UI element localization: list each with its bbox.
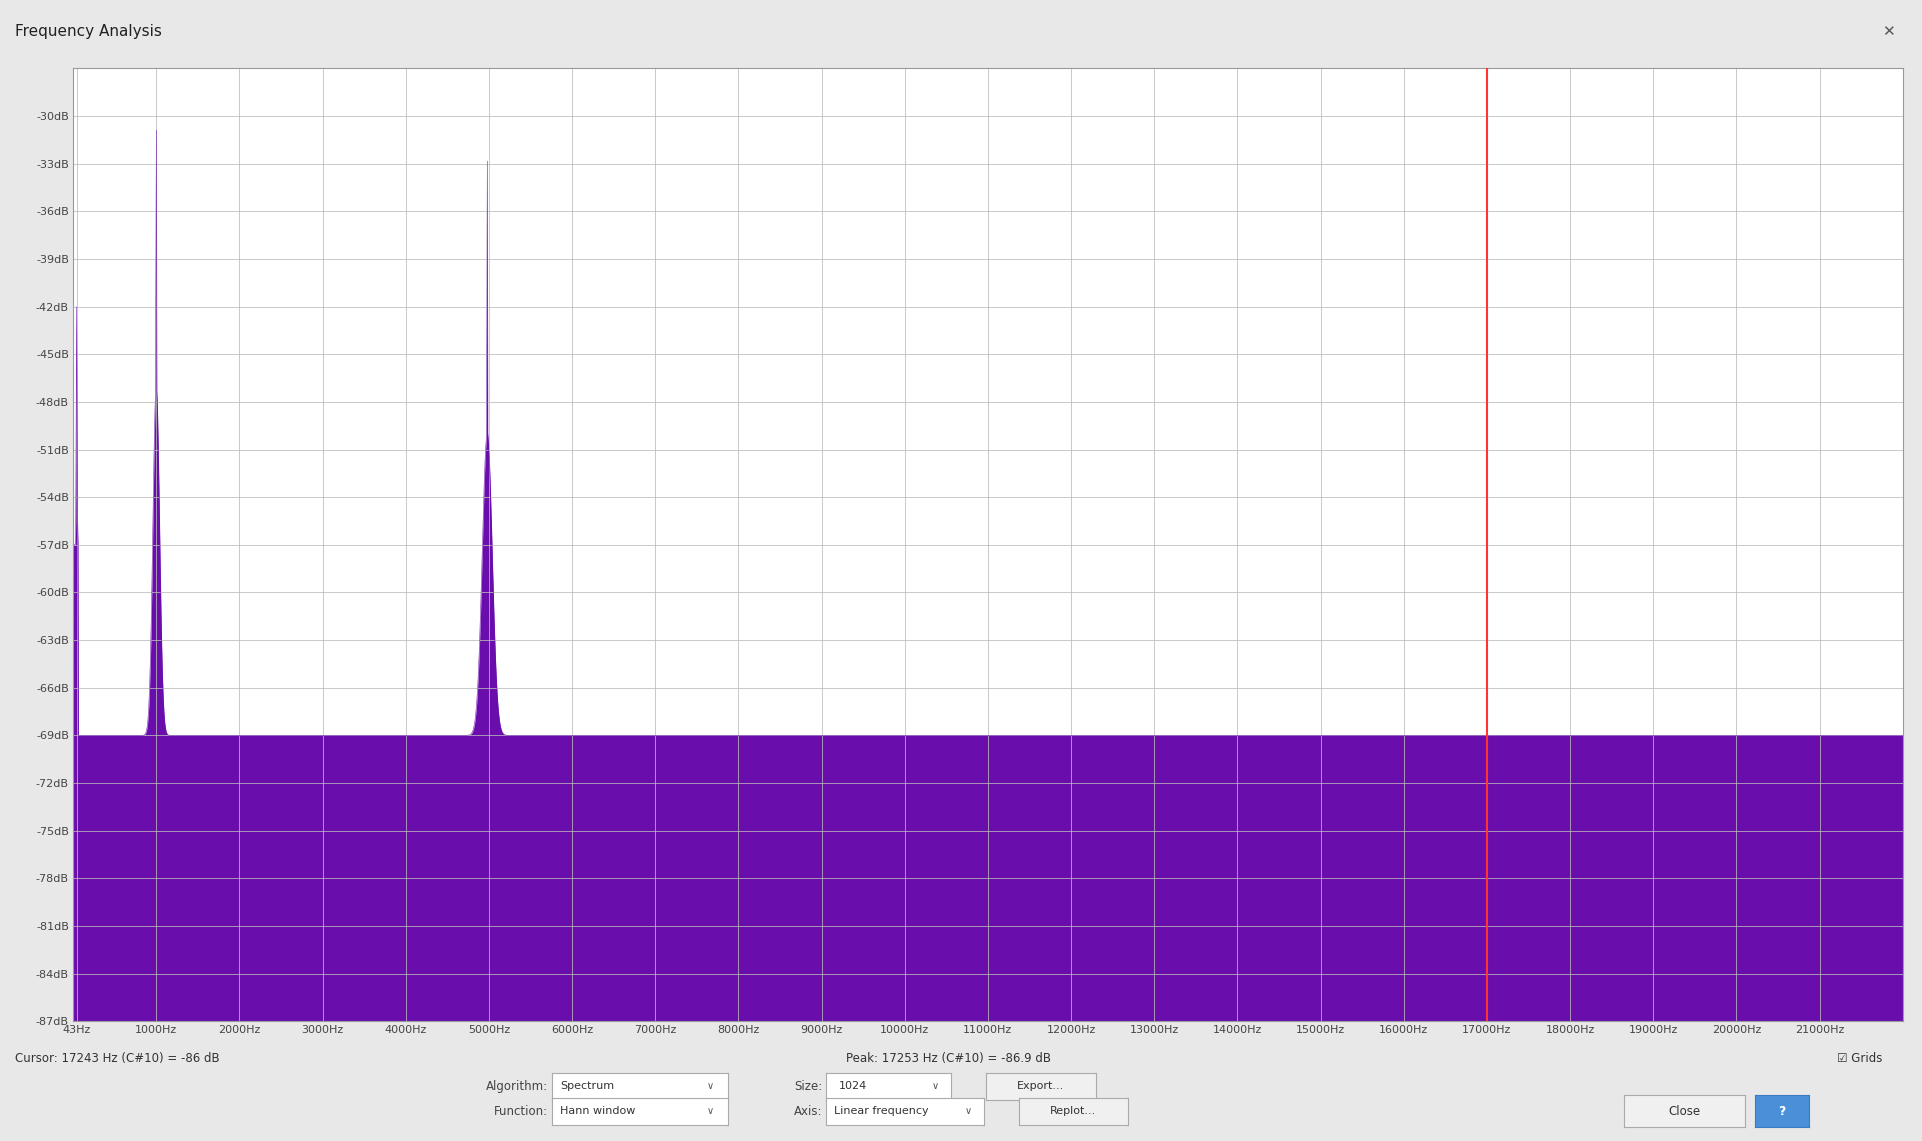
- Text: ∨: ∨: [707, 1107, 715, 1116]
- Text: Export...: Export...: [1017, 1082, 1065, 1091]
- Text: Hann window: Hann window: [561, 1107, 636, 1116]
- Text: Close: Close: [1668, 1104, 1701, 1118]
- Text: Algorithm:: Algorithm:: [486, 1079, 548, 1093]
- Text: ∨: ∨: [932, 1082, 938, 1091]
- Text: Replot...: Replot...: [1049, 1107, 1097, 1116]
- Text: ✕: ✕: [1882, 24, 1895, 39]
- Text: ☑ Grids: ☑ Grids: [1837, 1052, 1884, 1066]
- Text: ∨: ∨: [707, 1082, 715, 1091]
- Text: Function:: Function:: [494, 1104, 548, 1118]
- Text: Frequency Analysis: Frequency Analysis: [15, 24, 161, 39]
- Text: Peak: 17253 Hz (C#10) = -86.9 dB: Peak: 17253 Hz (C#10) = -86.9 dB: [846, 1052, 1051, 1066]
- Text: Size:: Size:: [794, 1079, 823, 1093]
- Text: Cursor: 17243 Hz (C#10) = -86 dB: Cursor: 17243 Hz (C#10) = -86 dB: [15, 1052, 219, 1066]
- Text: ?: ?: [1778, 1104, 1786, 1118]
- Text: Linear frequency: Linear frequency: [834, 1107, 928, 1116]
- Text: ∨: ∨: [965, 1107, 971, 1116]
- Text: Spectrum: Spectrum: [561, 1082, 615, 1091]
- Text: Axis:: Axis:: [794, 1104, 823, 1118]
- Text: 1024: 1024: [840, 1082, 867, 1091]
